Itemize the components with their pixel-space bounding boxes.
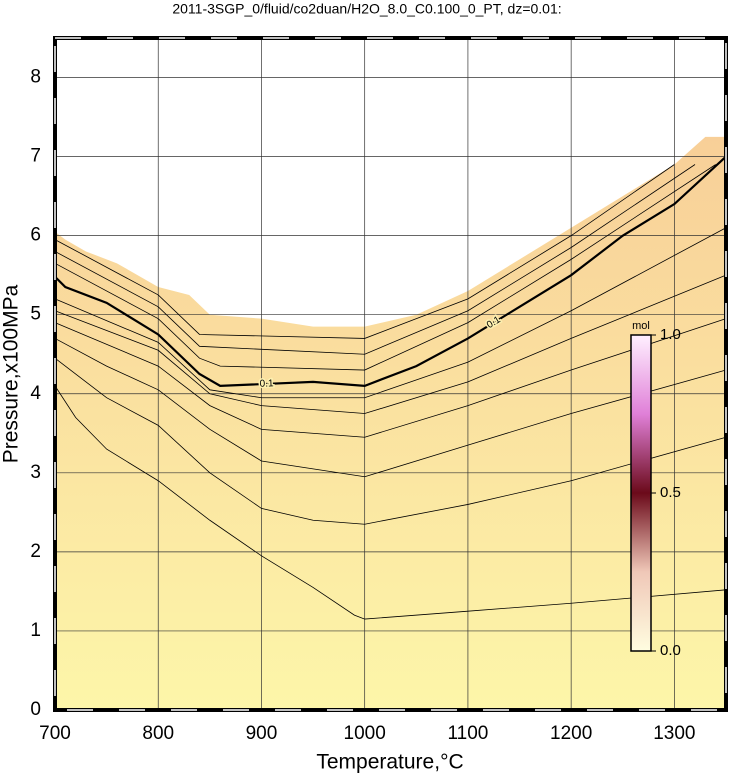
y-tick-label: 0 bbox=[30, 699, 41, 720]
x-axis-label: Temperature,°C bbox=[316, 751, 463, 774]
x-tick-label: 1000 bbox=[344, 723, 386, 744]
y-tick-label: 3 bbox=[30, 462, 41, 483]
contour-line bbox=[54, 274, 727, 414]
y-tick-label: 7 bbox=[30, 146, 41, 167]
x-tick-label: 1200 bbox=[550, 723, 592, 744]
contour-line bbox=[54, 164, 675, 339]
contour-line bbox=[54, 227, 727, 399]
colorbar-tick-label: 0.0 bbox=[660, 642, 681, 659]
colorbar bbox=[630, 334, 652, 652]
y-tick-label: 2 bbox=[30, 541, 41, 562]
contour-line bbox=[54, 357, 727, 525]
contour-line bbox=[54, 155, 727, 387]
contour-line bbox=[54, 164, 696, 355]
plot-frame-ticks bbox=[54, 37, 727, 711]
contour-line bbox=[54, 164, 716, 371]
contour-line bbox=[54, 338, 727, 478]
x-tick-label: 1300 bbox=[653, 723, 695, 744]
y-tick-label: 1 bbox=[30, 620, 41, 641]
x-tick-label: 800 bbox=[142, 723, 174, 744]
y-tick-label: 4 bbox=[30, 383, 41, 404]
x-tick-label: 700 bbox=[39, 723, 71, 744]
colorbar-tick-label: 0.5 bbox=[660, 484, 681, 501]
y-tick-label: 6 bbox=[30, 225, 41, 246]
y-axis-label: Pressure,x100MPa bbox=[0, 284, 23, 463]
contour-label: 0.1 bbox=[259, 378, 274, 390]
contour-line bbox=[54, 385, 727, 620]
contour-line bbox=[54, 318, 727, 438]
data-region bbox=[55, 136, 726, 710]
colorbar-label: mol bbox=[632, 320, 650, 332]
y-tick-label: 8 bbox=[30, 67, 41, 88]
colorbar-tick-label: 1.0 bbox=[660, 326, 681, 343]
y-tick-label: 5 bbox=[30, 304, 41, 325]
x-tick-label: 900 bbox=[246, 723, 278, 744]
chart-title: 2011-3SGP_0/fluid/co2duan/H2O_8.0_C0.100… bbox=[172, 1, 561, 17]
x-tick-label: 1100 bbox=[447, 723, 488, 744]
